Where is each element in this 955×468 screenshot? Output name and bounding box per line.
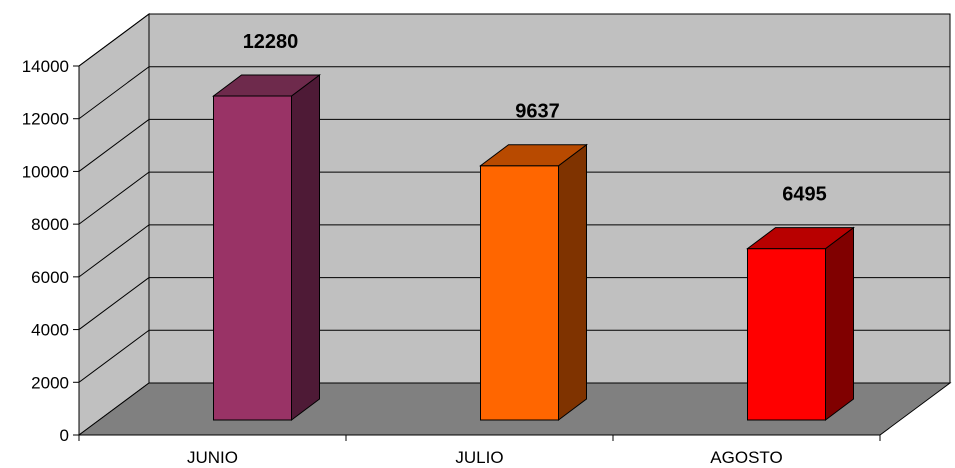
x-axis-categories: JUNIO JULIO AGOSTO [187, 448, 783, 467]
bar-junio [212, 74, 321, 421]
gridline-side [78, 224, 150, 278]
bar-front [213, 95, 292, 421]
bar-top [746, 227, 855, 250]
y-tick-label: 12000 [22, 110, 69, 129]
bar-front [480, 165, 559, 421]
data-labels: 12280 9637 6495 [243, 31, 827, 206]
bar-front [747, 248, 826, 421]
axes [78, 66, 881, 441]
bars [212, 74, 855, 421]
data-label: 6495 [782, 184, 827, 206]
bar-side [558, 143, 587, 421]
gridline-side [78, 171, 150, 225]
side-wall [78, 13, 150, 436]
gridline-side [78, 329, 150, 383]
gridline-side [78, 13, 150, 67]
bar-side [825, 226, 854, 421]
bar-side [291, 74, 320, 421]
gridline-side [78, 119, 150, 172]
y-tick-label: 2000 [31, 373, 69, 392]
y-tick-label: 0 [60, 426, 69, 445]
gridline-side [78, 277, 150, 330]
x-category-label: AGOSTO [710, 448, 782, 467]
y-tick-label: 10000 [22, 162, 69, 181]
y-tick-label: 14000 [22, 57, 69, 76]
bar-julio [479, 143, 588, 421]
y-tick-label: 8000 [31, 215, 69, 234]
data-label: 9637 [515, 101, 560, 123]
y-axis-ticks: 0 2000 4000 6000 8000 10000 12000 14000 [22, 57, 79, 445]
bar-agosto [746, 226, 855, 421]
x-category-label: JULIO [455, 448, 503, 467]
data-label: 12280 [243, 31, 299, 53]
y-tick-label: 4000 [31, 321, 69, 340]
bar-top [212, 74, 321, 97]
x-category-label: JUNIO [187, 448, 238, 467]
y-tick-label: 6000 [31, 268, 69, 287]
gridline-side [78, 66, 150, 120]
bar-top [479, 144, 588, 167]
